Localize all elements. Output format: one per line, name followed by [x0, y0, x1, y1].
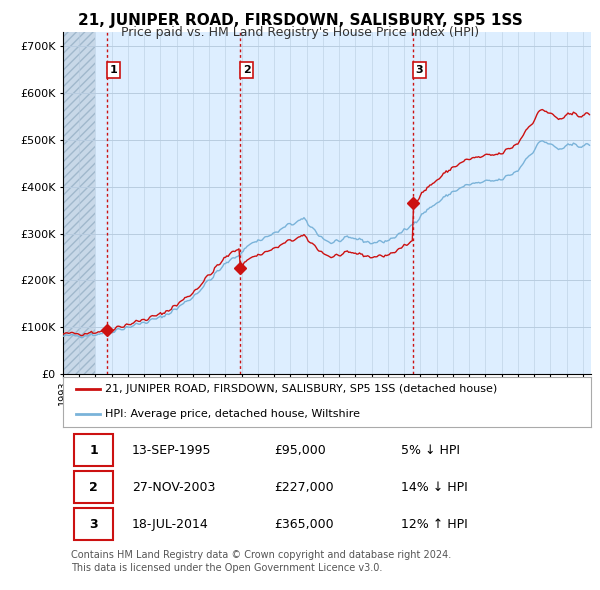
Text: 1: 1 [89, 444, 98, 457]
Text: 27-NOV-2003: 27-NOV-2003 [131, 481, 215, 494]
Text: HPI: Average price, detached house, Wiltshire: HPI: Average price, detached house, Wilt… [105, 409, 360, 419]
Text: 18-JUL-2014: 18-JUL-2014 [131, 517, 208, 530]
Text: 2: 2 [242, 65, 250, 75]
FancyBboxPatch shape [74, 508, 113, 540]
Text: £95,000: £95,000 [274, 444, 326, 457]
Text: Contains HM Land Registry data © Crown copyright and database right 2024.
This d: Contains HM Land Registry data © Crown c… [71, 550, 451, 573]
Text: 3: 3 [416, 65, 423, 75]
Text: 13-SEP-1995: 13-SEP-1995 [131, 444, 211, 457]
Text: 14% ↓ HPI: 14% ↓ HPI [401, 481, 467, 494]
Text: 21, JUNIPER ROAD, FIRSDOWN, SALISBURY, SP5 1SS (detached house): 21, JUNIPER ROAD, FIRSDOWN, SALISBURY, S… [105, 384, 497, 394]
Text: 1: 1 [109, 65, 117, 75]
FancyBboxPatch shape [74, 471, 113, 503]
Text: Price paid vs. HM Land Registry's House Price Index (HPI): Price paid vs. HM Land Registry's House … [121, 26, 479, 39]
Text: £227,000: £227,000 [274, 481, 334, 494]
Text: 3: 3 [89, 517, 98, 530]
Text: 5% ↓ HPI: 5% ↓ HPI [401, 444, 460, 457]
Text: £365,000: £365,000 [274, 517, 334, 530]
Text: 12% ↑ HPI: 12% ↑ HPI [401, 517, 467, 530]
Bar [63, 32, 95, 374]
Text: 2: 2 [89, 481, 98, 494]
Text: 21, JUNIPER ROAD, FIRSDOWN, SALISBURY, SP5 1SS: 21, JUNIPER ROAD, FIRSDOWN, SALISBURY, S… [77, 13, 523, 28]
FancyBboxPatch shape [74, 434, 113, 466]
